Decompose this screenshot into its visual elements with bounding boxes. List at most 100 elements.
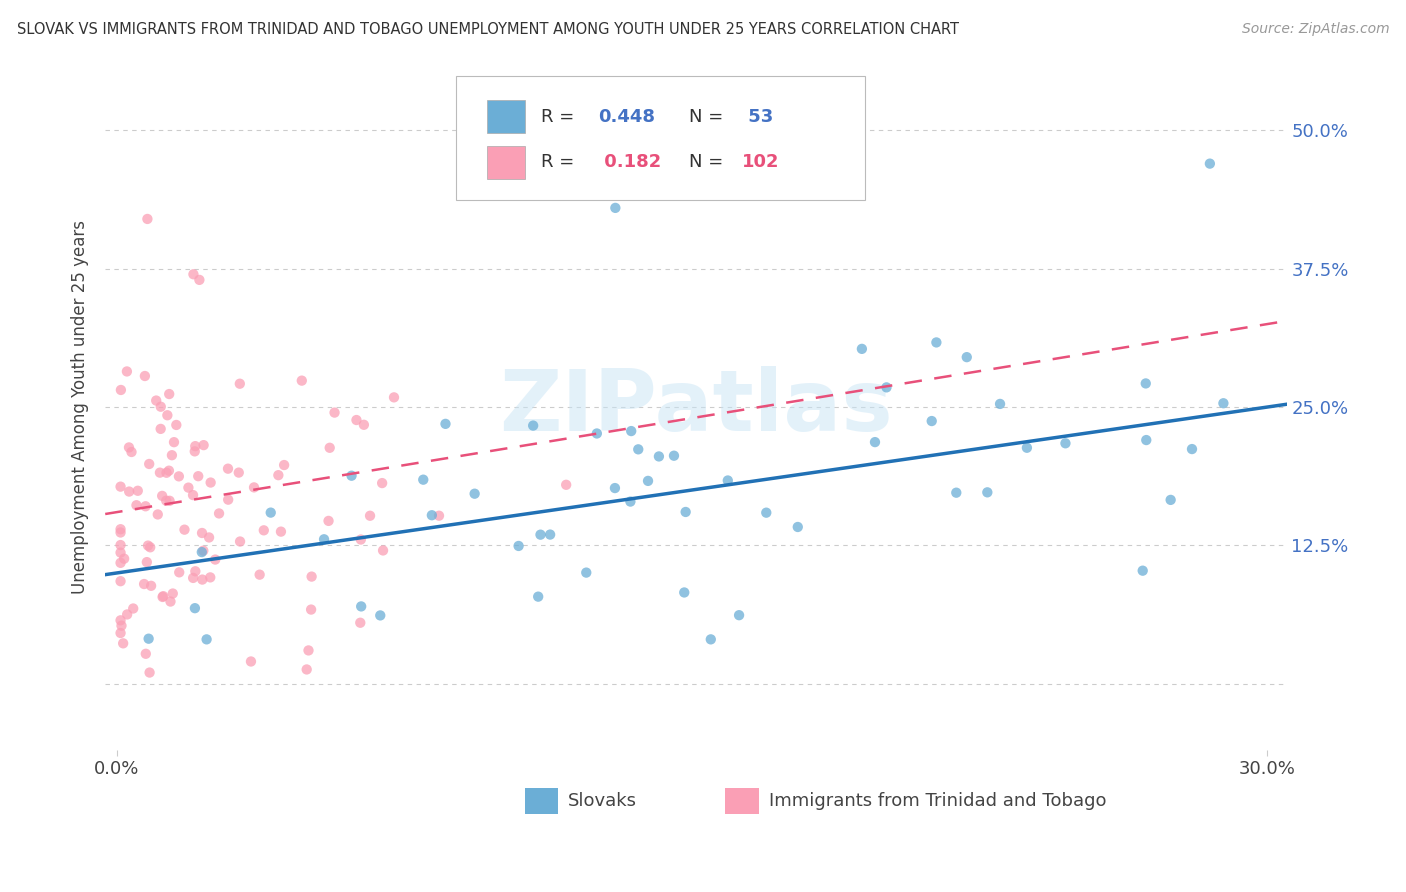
Point xyxy=(427,508,450,523)
Point xyxy=(167,566,190,580)
Text: R =: R = xyxy=(541,108,581,126)
Point xyxy=(139,541,162,555)
Point xyxy=(508,539,530,553)
Text: 0.448: 0.448 xyxy=(598,108,655,126)
Point xyxy=(717,474,740,488)
Point xyxy=(110,538,132,552)
Point xyxy=(851,342,873,356)
Text: SLOVAK VS IMMIGRANTS FROM TRINIDAD AND TOBAGO UNEMPLOYMENT AMONG YOUTH UNDER 25 : SLOVAK VS IMMIGRANTS FROM TRINIDAD AND T… xyxy=(17,22,959,37)
Point xyxy=(527,590,550,604)
Point xyxy=(755,506,778,520)
FancyBboxPatch shape xyxy=(486,101,524,133)
Point xyxy=(195,632,218,647)
Point xyxy=(1132,564,1154,578)
Point xyxy=(188,273,211,287)
Point xyxy=(155,493,177,508)
Point xyxy=(160,448,183,462)
Point xyxy=(1160,492,1182,507)
Point xyxy=(139,579,162,593)
Point xyxy=(301,569,323,583)
Point xyxy=(619,494,641,508)
Point xyxy=(249,567,271,582)
Point xyxy=(136,539,159,553)
Point xyxy=(138,632,160,646)
Point xyxy=(228,466,250,480)
Point xyxy=(152,589,174,603)
Point xyxy=(121,445,143,459)
Point xyxy=(187,469,209,483)
Point xyxy=(299,602,322,616)
Point xyxy=(239,655,262,669)
Point xyxy=(110,522,132,536)
Text: R =: R = xyxy=(541,153,581,171)
Point xyxy=(183,267,205,281)
Point xyxy=(318,514,340,528)
Point xyxy=(253,524,276,538)
FancyBboxPatch shape xyxy=(725,789,758,814)
Point xyxy=(156,409,179,423)
Point xyxy=(217,492,239,507)
Point xyxy=(1135,376,1157,391)
Point xyxy=(876,380,898,394)
Point xyxy=(925,335,948,350)
Point xyxy=(620,424,643,438)
Point xyxy=(318,441,340,455)
Point xyxy=(138,665,160,680)
Point xyxy=(198,531,221,545)
Point xyxy=(159,594,181,608)
Point xyxy=(956,350,979,364)
Point xyxy=(270,524,292,539)
Point xyxy=(350,599,373,614)
Point xyxy=(155,466,177,480)
Point xyxy=(273,458,295,472)
Point xyxy=(340,468,363,483)
Point xyxy=(786,520,808,534)
Point xyxy=(988,397,1011,411)
Point xyxy=(1135,433,1157,447)
Text: 102: 102 xyxy=(742,153,779,171)
Point xyxy=(110,383,132,397)
Point xyxy=(260,506,283,520)
Point xyxy=(675,505,697,519)
Point xyxy=(159,493,181,508)
Point xyxy=(350,533,373,547)
Point xyxy=(217,461,239,475)
Point xyxy=(434,417,457,431)
Point xyxy=(291,374,314,388)
Point xyxy=(167,469,190,483)
Point xyxy=(976,485,998,500)
Point xyxy=(157,464,180,478)
Point xyxy=(145,393,167,408)
Text: Slovaks: Slovaks xyxy=(568,792,637,811)
Point xyxy=(110,556,132,570)
Point xyxy=(371,476,394,491)
Point xyxy=(157,387,180,401)
Point xyxy=(555,477,578,491)
Text: N =: N = xyxy=(689,108,728,126)
Point xyxy=(110,626,132,640)
Text: ZIPatlas: ZIPatlas xyxy=(499,366,893,449)
Point xyxy=(135,647,157,661)
Point xyxy=(921,414,943,428)
Point xyxy=(200,475,222,490)
Point xyxy=(945,485,967,500)
Point xyxy=(135,500,157,514)
Point xyxy=(1199,156,1222,170)
Point xyxy=(673,585,696,599)
Point xyxy=(118,441,141,455)
Point xyxy=(134,369,156,384)
Point xyxy=(115,607,138,622)
Point xyxy=(538,527,561,541)
Point xyxy=(648,450,671,464)
Point xyxy=(150,489,173,503)
Point xyxy=(138,457,160,471)
Point xyxy=(586,426,609,441)
Point xyxy=(110,618,132,632)
Point xyxy=(382,390,405,404)
Point xyxy=(110,525,132,540)
Point xyxy=(127,483,149,498)
Point xyxy=(627,442,650,457)
Point xyxy=(125,498,148,512)
Point xyxy=(412,473,434,487)
Point xyxy=(122,601,145,615)
